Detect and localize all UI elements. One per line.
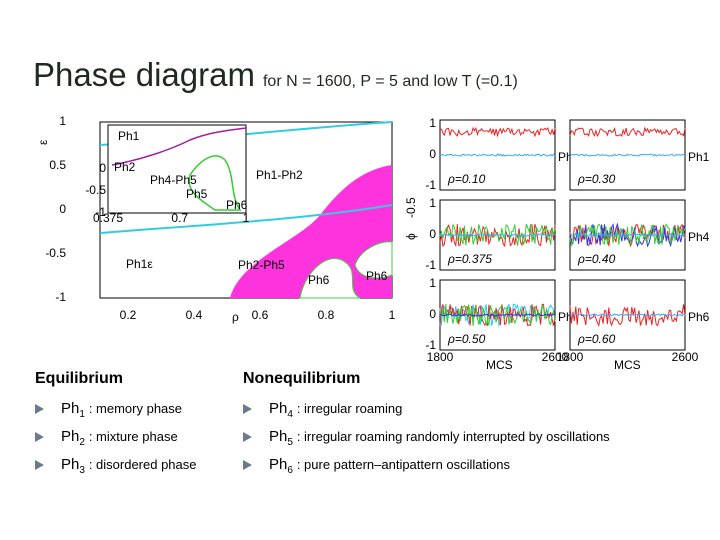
phase-index: 5 (287, 437, 293, 448)
panel-phase: Ph1 (688, 150, 710, 164)
list-item: Ph2 : mixture phase (35, 428, 197, 456)
region-label: Ph1ε (126, 257, 153, 271)
x-tick-label: 1 (389, 308, 396, 322)
panel-x-tick: 2600 (672, 350, 699, 364)
panel-x-tick: 1800 (557, 350, 584, 364)
x-axis-label: ρ (232, 310, 239, 324)
phase-index: 2 (79, 437, 85, 448)
panel-y-label: ϕ (404, 233, 418, 240)
panel-y-tick: 1 (429, 276, 436, 290)
region-label: Ph1-Ph2 (256, 168, 303, 182)
slide: Phase diagram for N = 1600, P = 5 and low… (0, 0, 720, 540)
phase-desc: : mixture phase (89, 429, 178, 444)
y-tick-label: -0.5 (45, 246, 66, 260)
phase-desc: : irregular roaming (297, 401, 403, 416)
y-tick-label: 0 (59, 202, 66, 216)
list-heading: Nonequilibrium (243, 370, 610, 388)
y-axis-label: ε (36, 139, 50, 145)
x-tick-label: 0.4 (186, 308, 203, 322)
inset-y-tick: -0.5 (85, 183, 106, 197)
panel-y-tick: 1 (429, 116, 436, 130)
panel-y-label-value: -0.5 (404, 197, 418, 218)
inset-label: Ph6 (226, 198, 248, 212)
phase-desc: : pure pattern–antipattern oscillations (297, 457, 510, 472)
phase-name: Ph6 (269, 456, 293, 473)
list-item: Ph5 : irregular roaming randomly interru… (243, 428, 610, 456)
phase-index: 1 (79, 409, 85, 420)
panel-y-tick: -1 (425, 258, 436, 272)
panel-y-tick: 0 (429, 227, 436, 241)
y-tick-label: 0.5 (49, 158, 66, 172)
panel-rho: ρ=0.10 (447, 172, 486, 186)
region-label: Ph6 (366, 269, 388, 283)
phase-name: Ph1 (61, 400, 85, 417)
inset-label: Ph5 (186, 187, 208, 201)
list-item: Ph4 : irregular roaming (243, 400, 610, 428)
inset-x-tick: 1 (243, 211, 250, 225)
panel-x-tick: 1800 (427, 350, 454, 364)
inset-label: Ph1 (118, 129, 140, 143)
phase-index: 6 (287, 465, 293, 476)
phase-name: Ph3 (61, 456, 85, 473)
list-item: Ph6 : pure pattern–antipattern oscillati… (243, 456, 610, 484)
x-tick-label: 0.2 (120, 308, 137, 322)
nonequilibrium-list: Nonequilibrium Ph4 : irregular roaming Ph… (243, 370, 610, 484)
panel-y-tick: 1 (429, 196, 436, 210)
panel-phase: Ph6 (688, 310, 710, 324)
inset-y-tick: 0 (99, 161, 106, 175)
y-tick-label: 1 (59, 114, 66, 128)
phase-desc: : irregular roaming randomly interrupted… (297, 429, 610, 444)
list-item: Ph3 : disordered phase (35, 456, 197, 484)
panel-rho: ρ=0.60 (577, 332, 616, 346)
inset-x-tick: 0.375 (93, 211, 123, 225)
phase-index: 4 (287, 409, 293, 420)
panel-y-tick: -1 (425, 178, 436, 192)
list-item: Ph1 : memory phase (35, 400, 197, 428)
phase-desc: : memory phase (89, 401, 182, 416)
list-heading: Equilibrium (35, 370, 197, 388)
panel-y-tick: 0 (429, 147, 436, 161)
panel-y-tick: 0 (429, 307, 436, 321)
phase-index: 3 (79, 465, 85, 476)
phase-desc: : disordered phase (89, 457, 197, 472)
phase-name: Ph5 (269, 428, 293, 445)
phase-name: Ph4 (269, 400, 293, 417)
phase-name: Ph2 (61, 428, 85, 445)
region-label: Ph2-Ph5 (238, 258, 285, 272)
y-tick-label: -1 (55, 290, 66, 304)
region-label: Ph6 (308, 273, 330, 287)
panel-rho: ρ=0.40 (577, 252, 616, 266)
panel-x-label: MCS (614, 358, 641, 372)
panel-phase: Ph4 (688, 230, 710, 244)
inset-label: Ph2 (114, 160, 136, 174)
panel-rho: ρ=0.375 (447, 252, 492, 266)
x-tick-label: 0.6 (252, 308, 269, 322)
panel-rho: ρ=0.30 (577, 172, 616, 186)
inset-label: Ph4-Ph5 (150, 173, 197, 187)
inset-x-tick: 0.7 (171, 211, 188, 225)
panel-rho: ρ=0.50 (447, 332, 486, 346)
x-tick-label: 0.8 (318, 308, 335, 322)
equilibrium-list: Equilibrium Ph1 : memory phase Ph2 : mixt… (35, 370, 197, 484)
